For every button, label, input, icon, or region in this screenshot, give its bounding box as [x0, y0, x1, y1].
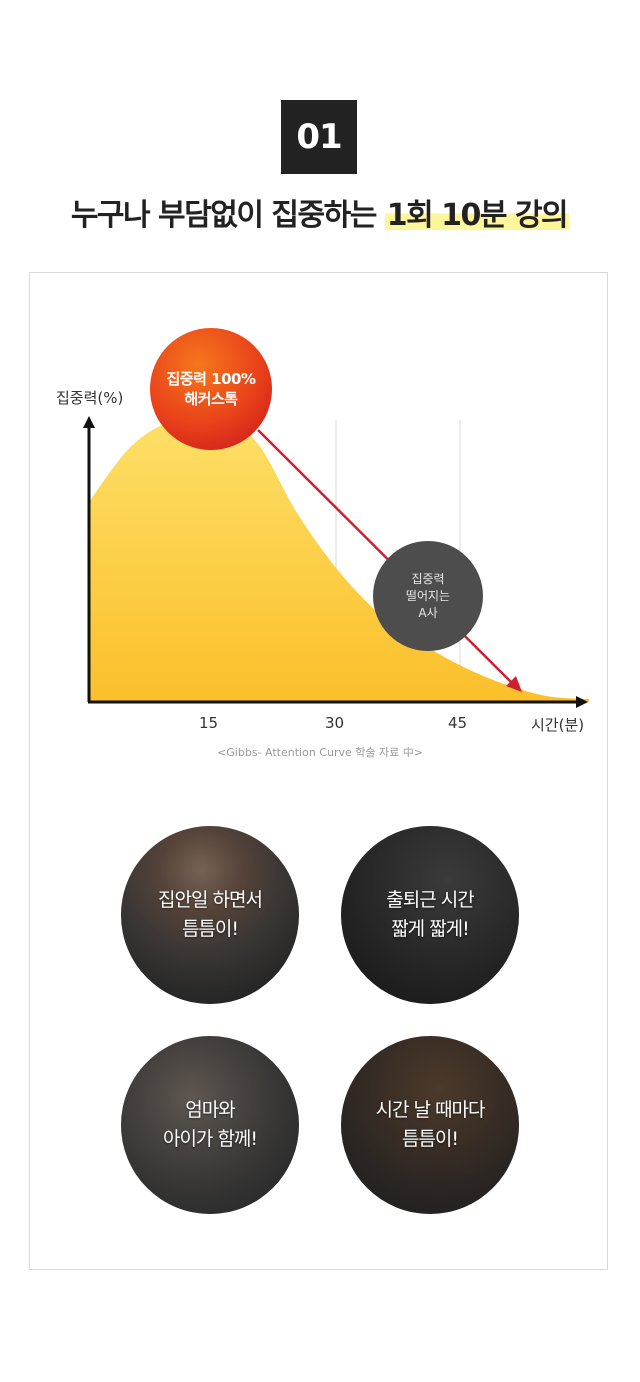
feature-line2: 아이가 함께!: [162, 1128, 258, 1150]
feature-line1: 집안일 하면서: [158, 889, 263, 911]
x-tick-15: 15: [199, 714, 219, 732]
feature-text-housework: 집안일 하면서 틈틈이!: [158, 886, 263, 944]
feature-line2: 틈틈이!: [181, 918, 239, 940]
red-bubble-line2: 해커스톡: [184, 390, 238, 408]
hackers-talk-bubble: 집중력 100% 해커스톡: [150, 328, 272, 450]
red-bubble-line1: 집중력 100%: [166, 370, 256, 388]
y-axis-label: 집중력(%): [56, 389, 124, 407]
gray-bubble-line3: A사: [418, 605, 438, 620]
feature-line1: 출퇴근 시간: [386, 889, 474, 911]
x-tick-30: 30: [325, 714, 345, 732]
x-axis-arrowhead: [576, 696, 588, 708]
feature-text-spare-time: 시간 날 때마다 틈틈이!: [375, 1096, 486, 1154]
headline-main: 누구나 부담없이 집중하는: [70, 198, 385, 233]
x-tick-45: 45: [448, 714, 468, 732]
feature-line1: 엄마와: [185, 1099, 235, 1121]
competitor-bubble: 집중력 떨어지는 A사: [373, 541, 483, 651]
y-axis-arrowhead: [83, 416, 95, 428]
feature-circle-commute: 출퇴근 시간 짧게 짧게!: [341, 826, 519, 1004]
decline-arrow-line: [257, 429, 514, 685]
attention-curve-chart: [83, 415, 589, 708]
feature-circle-spare-time: 시간 날 때마다 틈틈이!: [341, 1036, 519, 1214]
feature-text-commute: 출퇴근 시간 짧게 짧게!: [386, 886, 474, 944]
chart-source-caption: <Gibbs- Attention Curve 학술 자료 中>: [217, 746, 423, 759]
feature-circle-housework: 집안일 하면서 틈틈이!: [121, 826, 299, 1004]
gray-bubble-line2: 떨어지는: [405, 588, 451, 603]
section-number-badge: 01: [281, 100, 357, 174]
attention-curve-area: [89, 415, 589, 702]
x-axis-label: 시간(분): [531, 716, 585, 734]
feature-circle-mom-child: 엄마와 아이가 함께!: [121, 1036, 299, 1214]
headline-highlight: 1회 10분 강의: [384, 198, 570, 233]
feature-text-mom-child: 엄마와 아이가 함께!: [162, 1096, 258, 1154]
feature-line2: 짧게 짧게!: [391, 918, 470, 940]
feature-line2: 틈틈이!: [401, 1128, 459, 1150]
gray-bubble-line1: 집중력: [411, 571, 445, 586]
decline-arrowhead: [506, 676, 522, 692]
feature-line1: 시간 날 때마다: [375, 1099, 486, 1121]
section-headline: 누구나 부담없이 집중하는 1회 10분 강의: [0, 190, 640, 234]
